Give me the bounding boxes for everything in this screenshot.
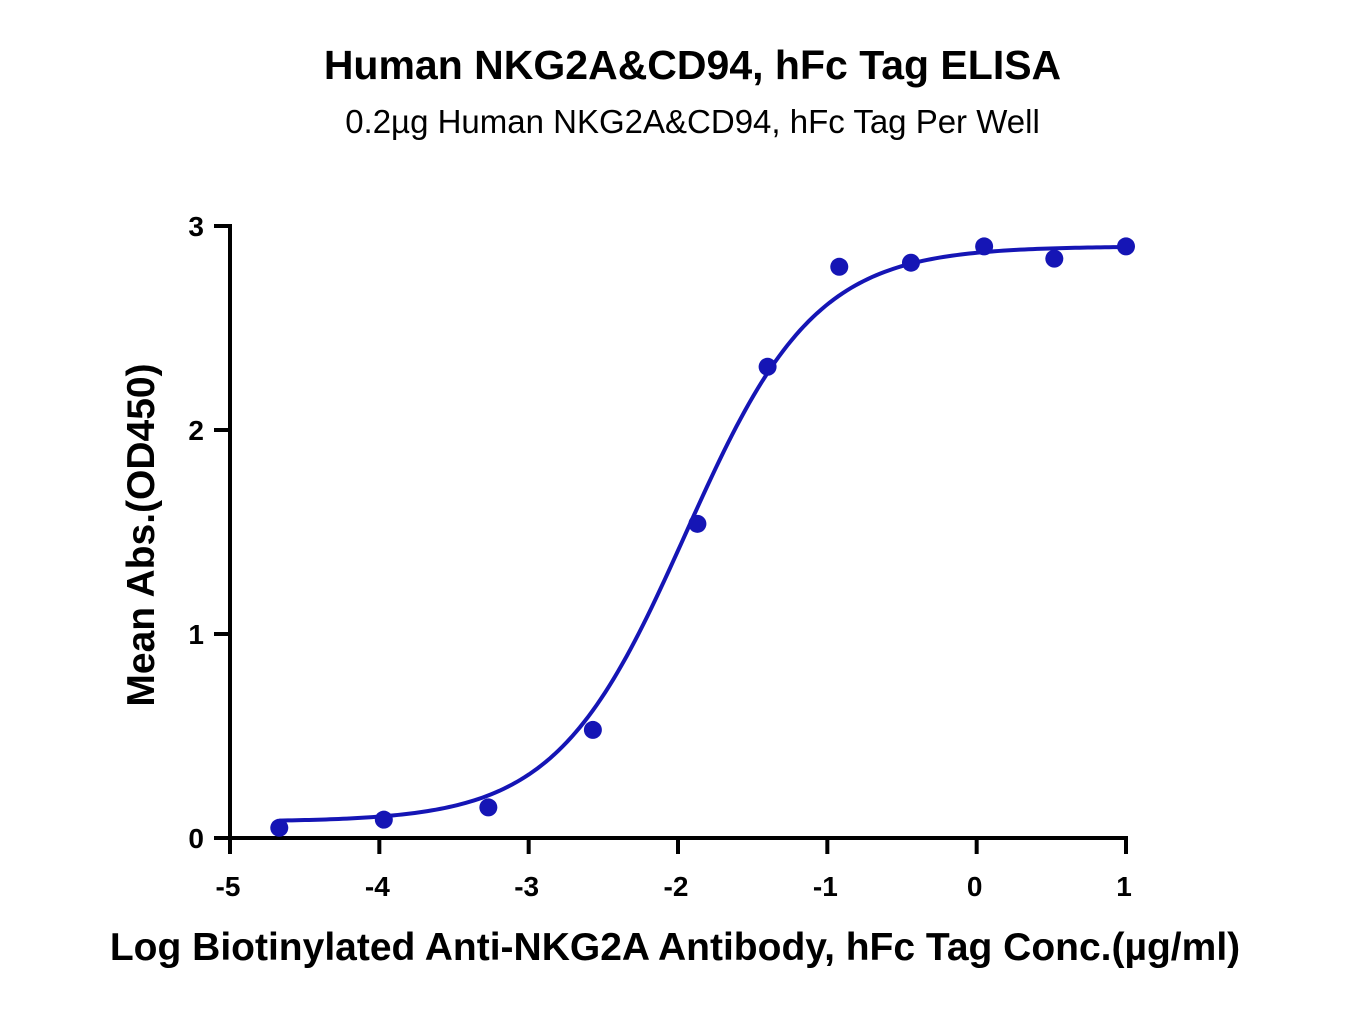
x-tick-label: -2 — [664, 871, 689, 902]
data-point — [270, 818, 289, 837]
data-point — [830, 257, 849, 276]
data-point — [1117, 237, 1135, 256]
x-tick-label: 1 — [1116, 871, 1132, 902]
y-axis-title: Mean Abs.(OD450) — [120, 363, 163, 706]
x-tick-label: 0 — [967, 871, 983, 902]
data-point — [1045, 249, 1064, 268]
data-point — [975, 237, 994, 256]
data-point — [688, 514, 707, 533]
x-tick-label: -3 — [514, 871, 539, 902]
data-point — [758, 357, 777, 376]
data-point — [374, 810, 393, 829]
y-tick-label: 3 — [188, 211, 204, 242]
x-tick-label: -1 — [813, 871, 838, 902]
data-points-layer — [270, 237, 1135, 837]
data-point — [901, 253, 920, 272]
y-tick-label: 1 — [188, 619, 204, 650]
fit-curve-layer — [279, 245, 1127, 823]
axes — [228, 224, 1128, 840]
data-point — [479, 798, 498, 817]
fit-curve — [279, 245, 1127, 823]
x-axis-title: Log Biotinylated Anti-NKG2A Antibody, hF… — [110, 926, 1240, 969]
ticks: -5 -4 -3 -2 -1 0 1 0 1 2 3 — [188, 211, 1131, 902]
chart-subtitle: 0.2µg Human NKG2A&CD94, hFc Tag Per Well — [345, 103, 1040, 140]
x-tick-label: -5 — [216, 871, 241, 902]
chart-title: Human NKG2A&CD94, hFc Tag ELISA — [323, 42, 1062, 88]
x-tick-label: -4 — [365, 871, 390, 902]
y-tick-label: 2 — [188, 415, 204, 446]
data-point — [583, 720, 602, 739]
y-tick-label: 0 — [188, 823, 204, 854]
